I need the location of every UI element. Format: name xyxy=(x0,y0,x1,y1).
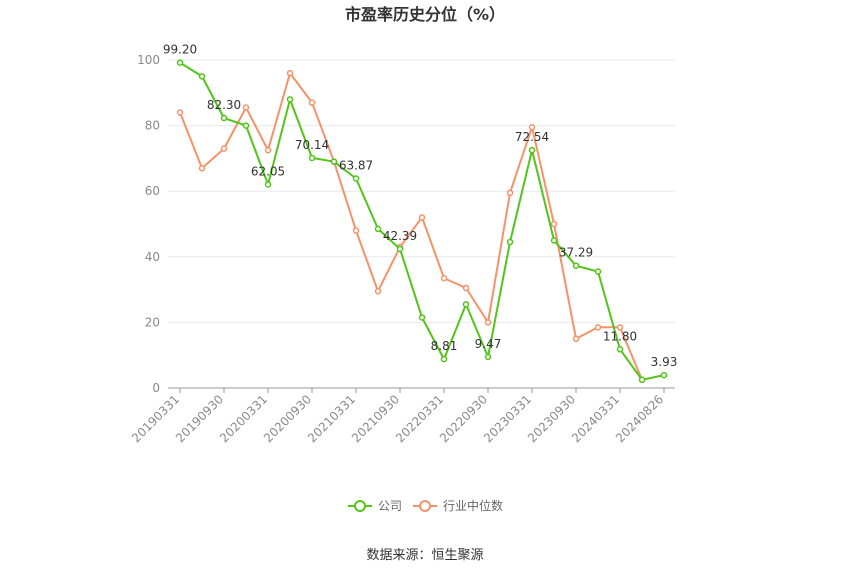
data-source: 数据来源：恒生聚源 xyxy=(366,548,483,563)
data-label-company: 82.30 xyxy=(207,98,241,112)
legend: 公司 行业中位数 xyxy=(348,498,503,513)
y-tick-label: 100 xyxy=(137,53,160,67)
data-point-company xyxy=(286,96,294,103)
data-point-industry-median xyxy=(352,227,360,234)
data-point-company xyxy=(418,314,426,321)
data-label-company: 42.39 xyxy=(383,229,417,243)
data-point-company xyxy=(550,237,558,244)
data-point-industry-median xyxy=(440,274,448,282)
data-point-industry-median xyxy=(286,69,294,77)
data-label-company: 9.47 xyxy=(475,337,502,351)
data-label-company: 99.20 xyxy=(163,43,197,57)
data-point-industry-median xyxy=(220,145,228,152)
grid-lines xyxy=(168,59,675,323)
data-point-company xyxy=(330,158,338,165)
data-label-company: 70.14 xyxy=(295,138,329,152)
data-point-industry-median xyxy=(462,284,470,292)
data-point-company xyxy=(572,262,580,269)
data-point-industry-median xyxy=(594,324,602,331)
data-point-industry-median xyxy=(176,109,184,116)
data-point-industry-median xyxy=(374,287,382,295)
data-point-company xyxy=(616,346,624,353)
data-label-company: 8.81 xyxy=(431,339,458,353)
data-point-company xyxy=(242,122,250,129)
data-point-industry-median xyxy=(506,189,514,197)
y-tick-label: 20 xyxy=(145,315,160,329)
data-label-company: 72.54 xyxy=(515,130,549,144)
data-point-company xyxy=(198,73,206,80)
data-point-company xyxy=(660,371,668,379)
data-point-industry-median xyxy=(528,123,536,131)
legend-item-company[interactable]: 公司 xyxy=(348,499,402,513)
data-label-company: 63.87 xyxy=(339,159,373,173)
data-point-company xyxy=(352,175,360,182)
data-point-industry-median xyxy=(550,220,558,228)
data-point-company xyxy=(264,181,272,188)
data-label-company: 62.05 xyxy=(251,164,285,178)
data-point-company xyxy=(440,355,448,363)
data-label-company: 37.29 xyxy=(559,246,593,260)
data-point-industry-median xyxy=(572,335,580,343)
data-point-industry-median xyxy=(616,324,624,331)
y-tick-label: 80 xyxy=(145,119,160,133)
data-point-industry-median xyxy=(484,319,492,326)
data-point-company xyxy=(374,225,382,233)
data-label-company: 11.80 xyxy=(603,329,637,343)
y-tick-label: 0 xyxy=(152,381,160,395)
x-axis: 2019033120190930202003312020093020210331… xyxy=(129,387,675,445)
y-axis: 0 20 40 60 80 100 xyxy=(137,53,160,395)
data-point-industry-median xyxy=(198,164,206,172)
series-line-company xyxy=(179,61,665,381)
data-point-company xyxy=(638,376,646,384)
legend-label-industry-median: 行业中位数 xyxy=(443,498,503,513)
series-line-industry-median xyxy=(179,72,643,381)
data-point-company xyxy=(484,353,492,361)
data-point-company xyxy=(308,154,316,162)
data-point-company xyxy=(506,238,514,246)
data-point-company xyxy=(594,268,602,275)
legend-label-company: 公司 xyxy=(378,499,402,513)
data-point-company xyxy=(176,59,184,66)
data-point-industry-median xyxy=(242,104,250,111)
series-layer xyxy=(176,59,668,384)
data-labels: 99.20 82.30 62.05 70.14 63.87 42.39 8.81 9.47 72… xyxy=(163,43,678,369)
legend-item-industry-median[interactable]: 行业中位数 xyxy=(413,498,503,513)
data-point-company xyxy=(462,301,470,308)
data-point-industry-median xyxy=(264,146,272,154)
data-label-company: 3.93 xyxy=(651,355,678,369)
y-tick-label: 40 xyxy=(145,250,160,264)
data-point-industry-median xyxy=(308,99,316,106)
data-point-company xyxy=(220,114,228,122)
data-point-company xyxy=(528,146,536,154)
chart-title: 市盈率历史分位（%） xyxy=(345,5,505,24)
x-tick-label: 20240826 xyxy=(613,392,666,445)
data-point-industry-median xyxy=(418,214,426,221)
y-tick-label: 60 xyxy=(145,184,160,198)
data-point-company xyxy=(396,245,404,253)
